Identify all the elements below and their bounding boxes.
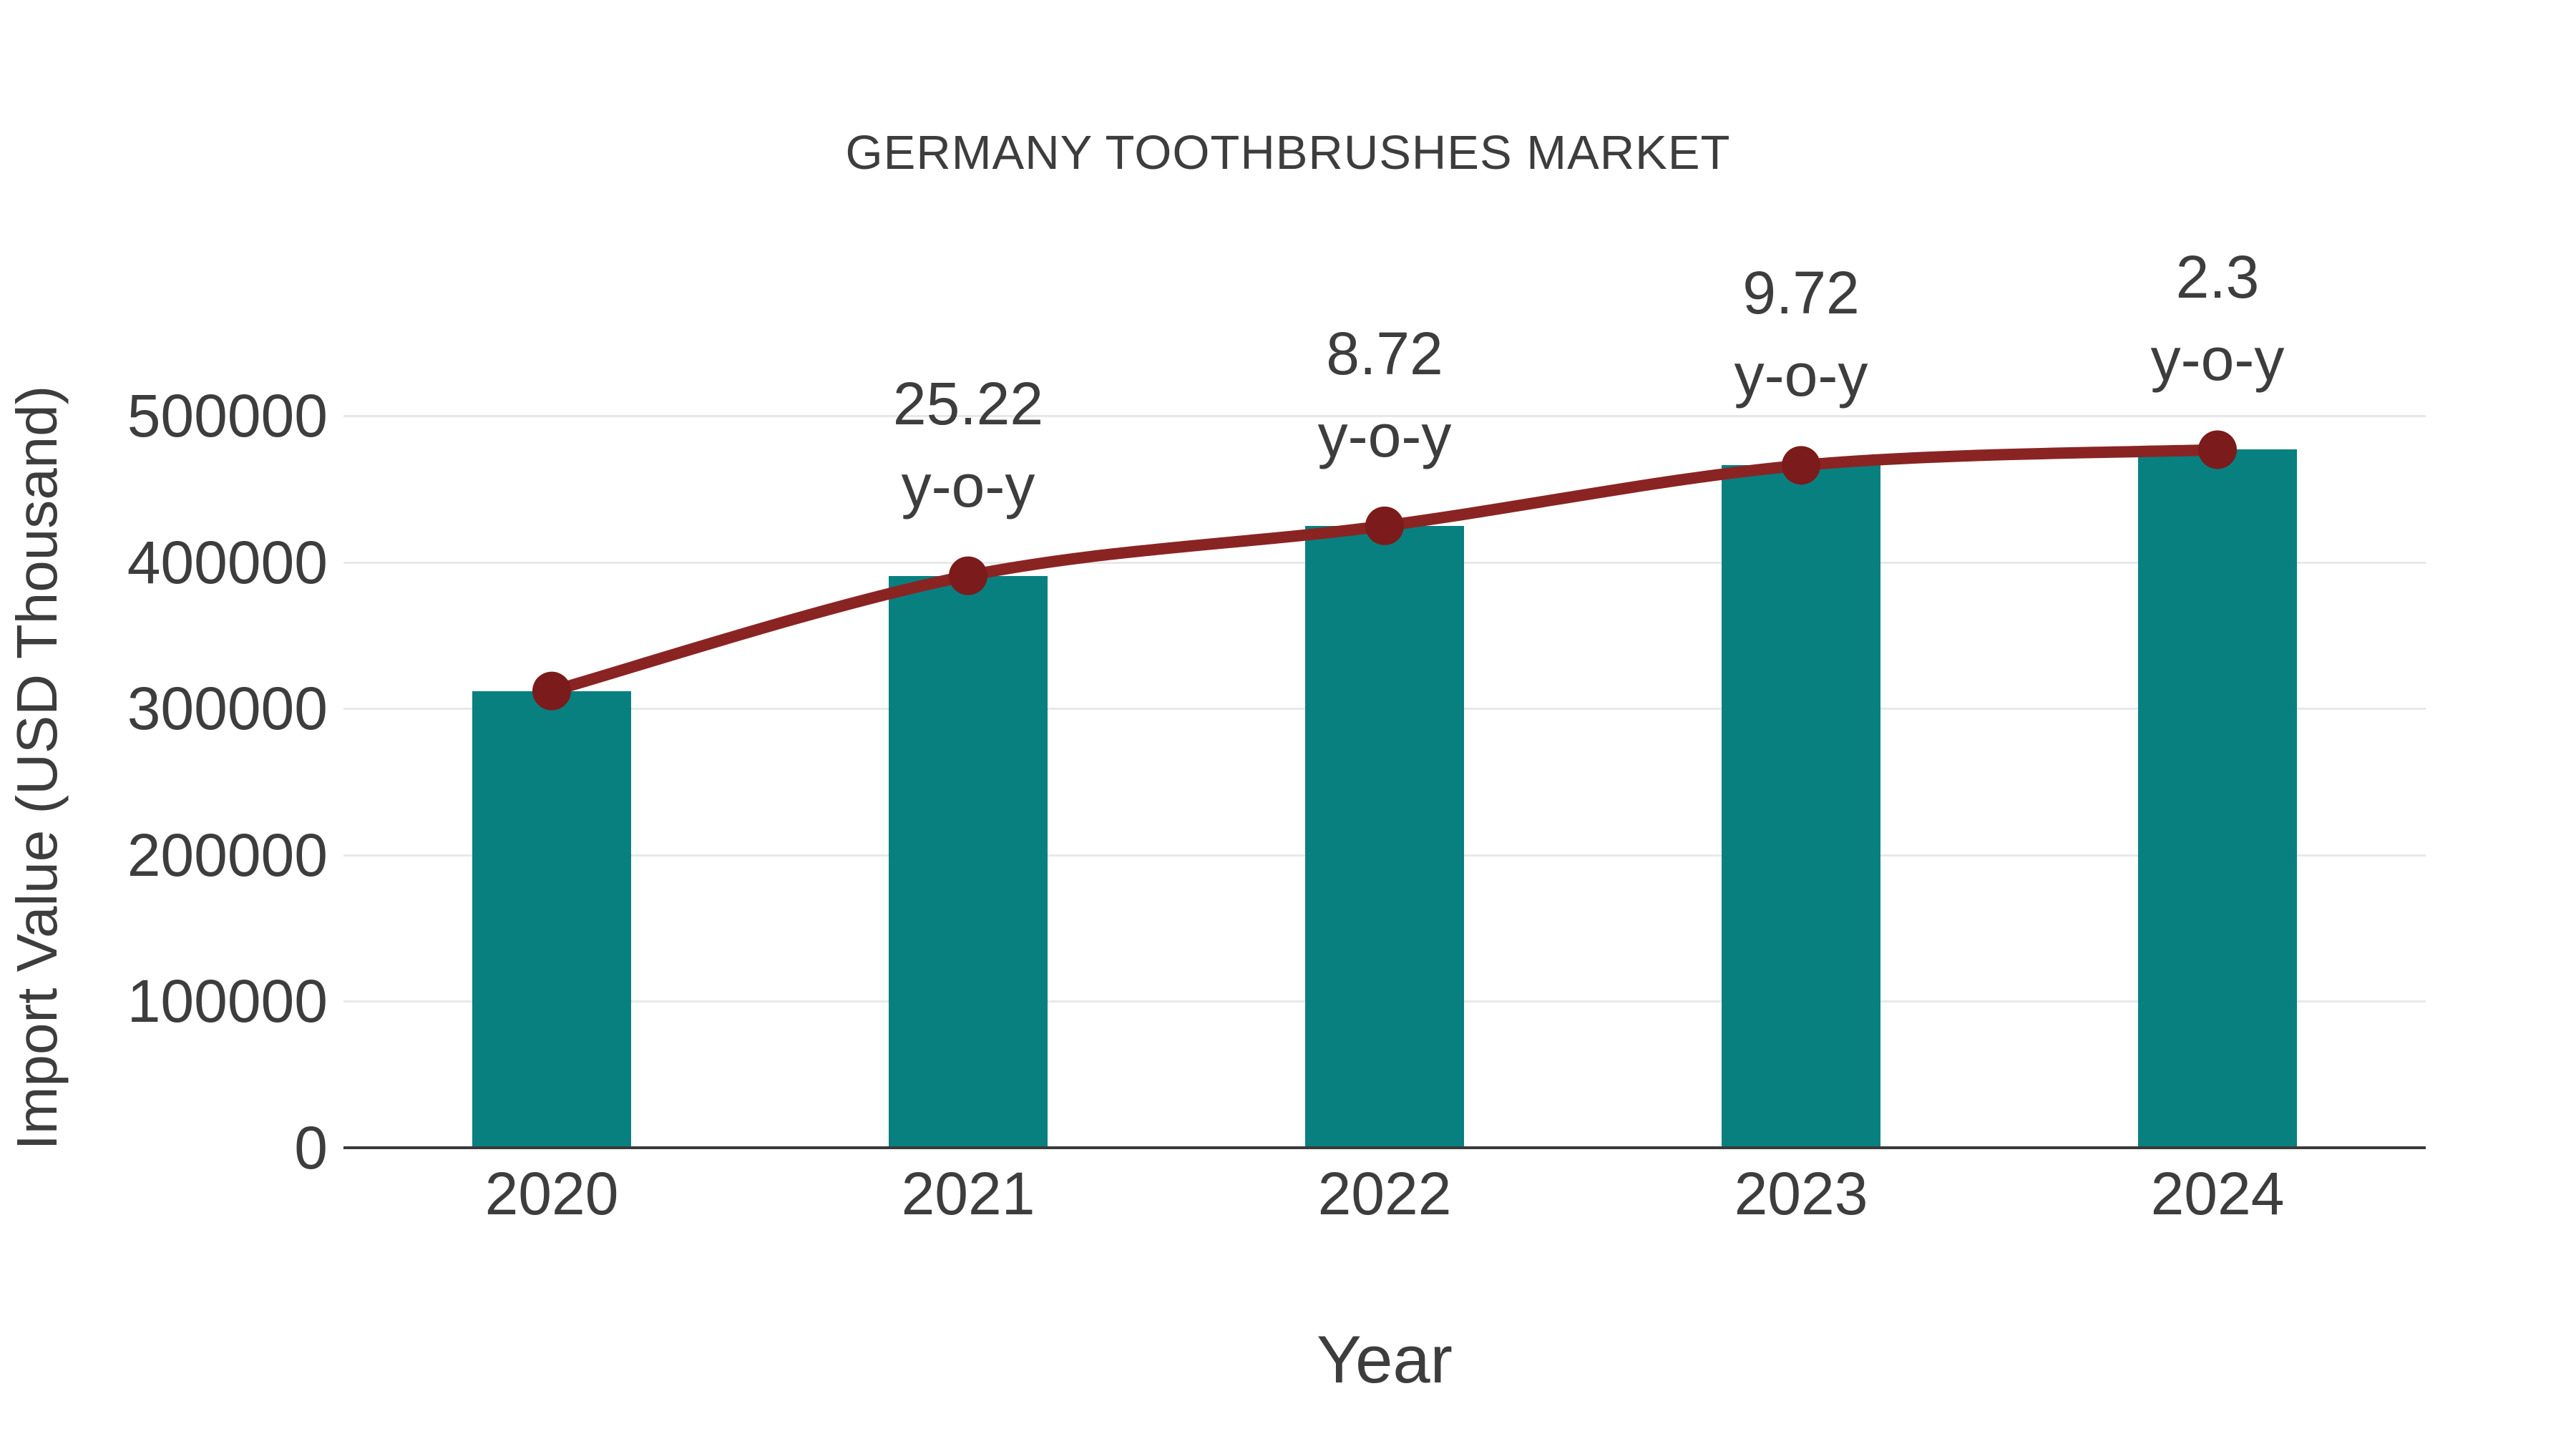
annotation-2022: 8.72 y-o-y [1199,313,1571,477]
annotation-suffix-2022: y-o-y [1317,401,1452,469]
x-axis-title: Year [1317,1322,1453,1397]
annotation-suffix-2021: y-o-y [901,452,1035,519]
annotation-value-2022: 8.72 [1326,319,1443,387]
chart-title: GERMANY TOOTHBRUSHES MARKET [845,126,1731,180]
data-point-2024 [2198,430,2237,469]
bar-2024 [2138,449,2297,1148]
y-tick-label-100000: 100000 [127,967,328,1035]
annotation-2024: 2.3 y-o-y [2031,236,2404,401]
annotation-suffix-2024: y-o-y [2150,326,2285,394]
bar-2020 [472,691,631,1148]
data-point-2020 [532,671,571,711]
y-tick-label-500000: 500000 [127,382,328,449]
data-point-2021 [949,556,987,595]
gridline-500000 [343,415,2426,417]
data-point-2022 [1365,506,1404,545]
bar-2021 [889,575,1048,1148]
x-tick-label-2020: 2020 [484,1160,619,1227]
annotation-2021: 25.22 y-o-y [782,363,1154,527]
x-tick-label-2023: 2023 [1734,1160,1868,1227]
y-tick-label-0: 0 [294,1114,328,1181]
bar-2023 [1722,465,1880,1148]
annotation-value-2021: 25.22 [892,369,1044,437]
data-point-2023 [1782,446,1820,485]
x-tick-label-2022: 2022 [1317,1160,1452,1227]
annotation-suffix-2023: y-o-y [1734,341,1868,409]
x-tick-label-2021: 2021 [901,1160,1035,1227]
y-tick-label-400000: 400000 [127,528,328,596]
y-tick-label-200000: 200000 [127,821,328,889]
x-tick-label-2024: 2024 [2150,1160,2285,1227]
annotation-value-2023: 9.72 [1742,259,1860,327]
annotation-value-2024: 2.3 [2175,243,2260,311]
bar-2022 [1305,525,1464,1148]
annotation-2023: 9.72 y-o-y [1615,252,1987,416]
y-tick-label-300000: 300000 [127,675,328,743]
x-axis-line [343,1146,2426,1149]
